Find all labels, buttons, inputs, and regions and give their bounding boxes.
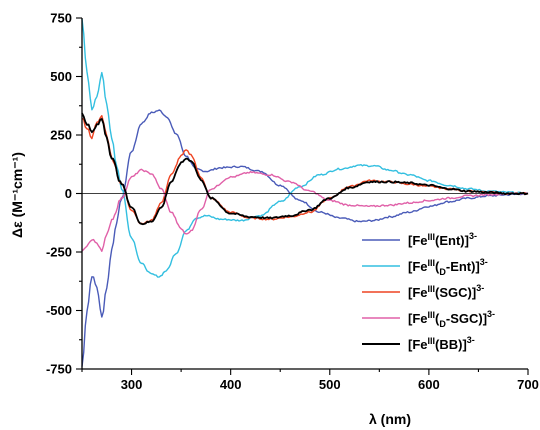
legend-label-1: [FeIII(Ent)]3- [408,231,477,248]
y-tick-label: 0 [65,186,72,201]
series-line-1 [81,109,529,367]
legend-label-2: [FeIII(D-Ent)]3- [408,257,488,277]
tick-labels: 300 400 500 600 700 750 500 250 0 -250 -500 -750 [46,11,539,393]
y-tick-label: 250 [50,128,72,143]
series-line-2 [81,18,529,278]
x-tick-label: 400 [220,377,242,392]
x-tick-label: 500 [319,377,341,392]
x-tick-label: 700 [517,377,539,392]
y-tick-label: 750 [50,11,72,26]
y-tick-label: -500 [46,303,72,318]
legend-label-5: [FeIII(BB)]3- [408,335,475,352]
tick-marks [76,17,529,375]
plot-lines [81,18,529,367]
series-line-3 [81,115,529,225]
legend-label-3: [FeIII(SGC)]3- [408,283,484,300]
y-tick-label: -250 [46,245,72,260]
series-line-4 [81,168,529,252]
series-line-5 [81,112,529,226]
x-axis-title: λ (nm) [369,411,411,427]
x-tick-label: 600 [418,377,440,392]
y-tick-label: 500 [50,69,72,84]
y-axis-title: Δε (M⁻¹cm⁻¹) [9,152,25,238]
y-tick-label: -750 [46,362,72,377]
legend: [FeIII(Ent)]3- [FeIII(D-Ent)]3- [FeIII(SGC… [362,231,495,352]
x-tick-label: 300 [121,377,143,392]
legend-label-4: [FeIII(D-SGC)]3- [408,309,495,329]
